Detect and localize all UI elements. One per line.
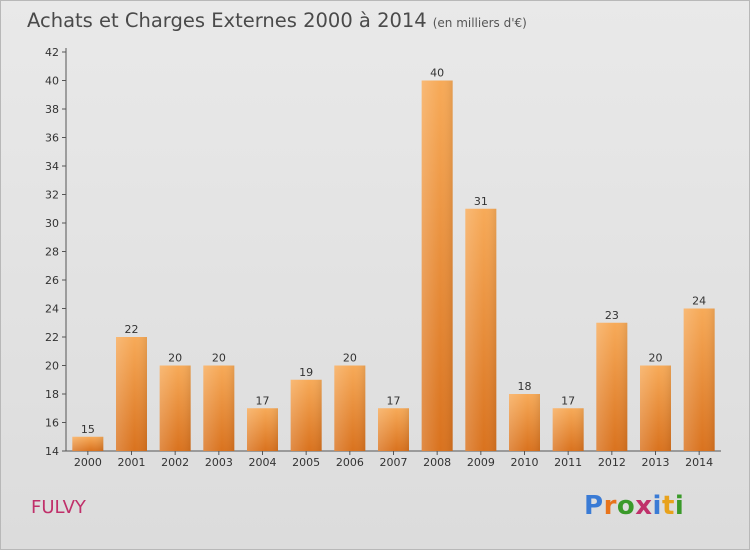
data-label: 24: [692, 295, 706, 308]
value-labels: 15 22 20 20 17 19 20 17 40 31 18 17 23 20 24: [81, 67, 706, 436]
x-tick-label: 2013: [642, 456, 670, 469]
bar-shine: [247, 408, 278, 451]
bar-shine: [116, 337, 147, 451]
x-tick-label: 2012: [598, 456, 626, 469]
bar-shine: [334, 365, 366, 451]
bars: [72, 80, 715, 451]
y-tick-label: 36: [45, 132, 59, 145]
y-tick-label: 32: [45, 189, 59, 202]
bar-shine: [683, 308, 715, 451]
data-label: 20: [649, 352, 663, 365]
logo-letter: r: [603, 491, 617, 521]
y-tick-label: 16: [45, 417, 59, 430]
bar-shine: [509, 394, 540, 451]
x-tick-label: 2004: [249, 456, 277, 469]
x-tick-label: 2011: [554, 456, 582, 469]
chart-unit: (en milliers d'€): [432, 16, 527, 30]
x-tick-label: 2002: [161, 456, 189, 469]
data-label: 40: [430, 67, 444, 80]
data-label: 18: [518, 380, 532, 393]
x-tick-label: 2009: [467, 456, 495, 469]
y-tick-label: 20: [45, 360, 59, 373]
data-label: 19: [299, 366, 313, 379]
y-tick-label: 28: [45, 246, 59, 259]
logo-letter: i: [674, 491, 685, 521]
bar-shine: [596, 322, 628, 451]
data-label: 22: [125, 323, 139, 336]
logo-letter: t: [661, 491, 675, 521]
y-tick-label: 42: [45, 46, 59, 59]
bar-shine: [159, 365, 191, 451]
x-tick-label: 2006: [336, 456, 364, 469]
data-label: 20: [212, 352, 226, 365]
proxiti-logo[interactable]: Proxiti: [584, 491, 684, 521]
bar-shine: [72, 436, 104, 451]
chart-title-text: Achats et Charges Externes 2000 à 2014: [27, 9, 427, 32]
x-tick-label: 2008: [423, 456, 451, 469]
data-label: 20: [168, 352, 182, 365]
logo-letter: i: [652, 491, 662, 521]
y-tick-label: 26: [45, 274, 59, 287]
y-tick-label: 14: [45, 445, 59, 458]
bar-shine: [290, 379, 322, 451]
data-label: 17: [561, 394, 575, 407]
y-tick-label: 40: [45, 75, 59, 88]
x-tick-label: 2000: [74, 456, 102, 469]
logo-letter: x: [635, 491, 653, 521]
bar-shine: [378, 408, 409, 451]
y-tick-label: 22: [45, 331, 59, 344]
x-tick-label: 2010: [511, 456, 539, 469]
bar-shine: [203, 365, 235, 451]
chart-title: Achats et Charges Externes 2000 à 2014 (e…: [27, 9, 527, 32]
y-tick-label: 30: [45, 217, 59, 230]
bar-shine: [552, 408, 584, 451]
data-label: 15: [81, 423, 95, 436]
x-tick-label: 2003: [205, 456, 233, 469]
bar-shine: [421, 80, 453, 451]
x-tick-label: 2014: [685, 456, 713, 469]
bar-shine: [640, 365, 671, 451]
data-label: 23: [605, 309, 619, 322]
x-tick-label: 2005: [292, 456, 320, 469]
y-tick-label: 24: [45, 303, 59, 316]
logo-letter: P: [584, 491, 604, 521]
data-label: 31: [474, 195, 488, 208]
y-tick-label: 34: [45, 160, 59, 173]
bar-shine: [465, 208, 497, 451]
data-label: 20: [343, 352, 357, 365]
y-tick-label: 18: [45, 388, 59, 401]
x-tick-label: 2007: [380, 456, 408, 469]
data-label: 17: [387, 394, 401, 407]
y-tick-label: 38: [45, 103, 59, 116]
data-label: 17: [256, 394, 270, 407]
logo-letter: o: [616, 491, 636, 521]
x-tick-label: 2001: [118, 456, 146, 469]
commune-name: FULVY: [31, 497, 86, 518]
